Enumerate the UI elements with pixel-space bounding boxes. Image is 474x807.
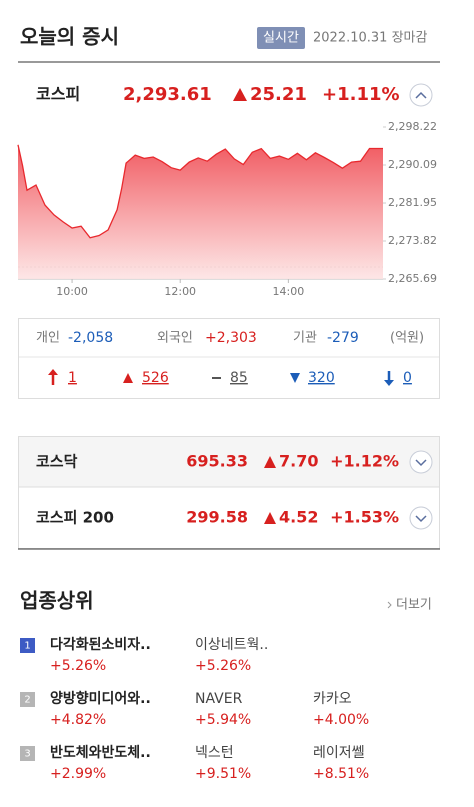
area-fill [18,144,383,279]
collapse-button[interactable] [409,83,433,107]
stock-rate: +5.26% [195,658,251,674]
sector-rate: +4.82% [50,712,106,728]
flat-count[interactable]: 85 [230,370,248,386]
fall-icon [290,373,300,383]
sector-name[interactable]: 양방향미디어와.. [50,690,151,707]
rank-number: 1 [24,641,30,652]
index-price: 695.33 [186,452,248,471]
index-change: 7.70 [279,452,318,471]
investor-box [18,318,440,399]
expand-button[interactable] [409,506,433,530]
y-tick-label: 2,281.95 [388,196,437,209]
chevron-down [415,459,427,467]
stock-rate: +8.51% [313,766,369,782]
page-title: 오늘의 증시 [20,25,119,49]
sector-rate: +2.99% [50,766,106,782]
unit-label: (억원) [390,331,424,346]
investor-value: +2,303 [205,330,257,346]
button-circle [409,450,433,474]
stock-name[interactable]: 레이저쎌 [313,745,365,761]
index-change: 4.52 [279,508,318,527]
index-price: 299.58 [186,508,248,527]
investor-value: -2,058 [68,330,113,346]
live-badge [257,27,305,49]
y-tick-label: 2,265.69 [388,272,437,285]
button-circle [409,506,433,530]
stock-rate: +5.94% [195,712,251,728]
rank-number: 3 [24,749,30,760]
investor-label: 기관 [293,331,317,346]
index-rate: +1.11% [322,84,400,105]
market-date: 2022.10.31 장마감 [313,31,427,46]
index-price: 2,293.61 [123,84,212,105]
stock-rate: +4.00% [313,712,369,728]
sector-name[interactable]: 반도체와반도체.. [50,744,151,761]
index-row-bg [19,437,439,487]
stock-name[interactable]: 넥스턴 [195,745,234,761]
expand-button[interactable] [409,450,433,474]
index-name: 코스피 [36,85,80,104]
lower-limit-count[interactable]: 0 [403,370,412,386]
lower-limit-icon [384,371,394,386]
price-line [17,144,383,239]
stock-rate: +9.51% [195,766,251,782]
index-name: 코스닥 [36,453,78,471]
investor-value: -279 [327,330,359,346]
more-arrow [387,601,392,609]
rank-badge [20,638,35,653]
x-tick-label: 12:00 [164,285,196,298]
sector-rate: +5.26% [50,658,106,674]
upper-limit-icon [48,369,58,385]
stock-name[interactable]: 이상네트웍.. [195,637,268,653]
rise-icon [123,373,133,383]
investor-label: 외국인 [157,331,193,346]
sector-name[interactable]: 다각화된소비자.. [50,636,151,653]
up-triangle [264,456,276,468]
index-change: 25.21 [250,84,307,105]
rise-count[interactable]: 526 [142,370,169,386]
rank-badge [20,692,35,707]
stock-name[interactable]: NAVER [195,691,243,707]
rank-number: 2 [24,695,30,706]
more-link[interactable]: 더보기 [396,598,432,613]
section-title: 업종상위 [20,589,94,613]
y-tick-label: 2,273.82 [388,234,437,247]
chevron-down [415,515,427,523]
up-triangle [233,88,247,101]
y-tick-label: 2,298.22 [388,120,437,133]
fall-count[interactable]: 320 [308,370,335,386]
index-name: 코스피 200 [36,509,114,527]
x-tick-label: 14:00 [273,285,305,298]
x-tick-label: 10:00 [56,285,88,298]
stock-name[interactable]: 카카오 [313,691,352,707]
live-badge-text: 실시간 [263,31,299,46]
index-rate: +1.53% [330,508,399,527]
investor-label: 개인 [36,331,60,346]
up-triangle [264,512,276,524]
index-rate: +1.12% [330,452,399,471]
y-tick-label: 2,290.09 [388,158,437,171]
rank-badge [20,746,35,761]
upper-limit-count[interactable]: 1 [68,370,77,386]
intraday-chart: 2,265.69 2,273.82 2,281.95 2,290.09 2,298.22… [17,120,437,298]
